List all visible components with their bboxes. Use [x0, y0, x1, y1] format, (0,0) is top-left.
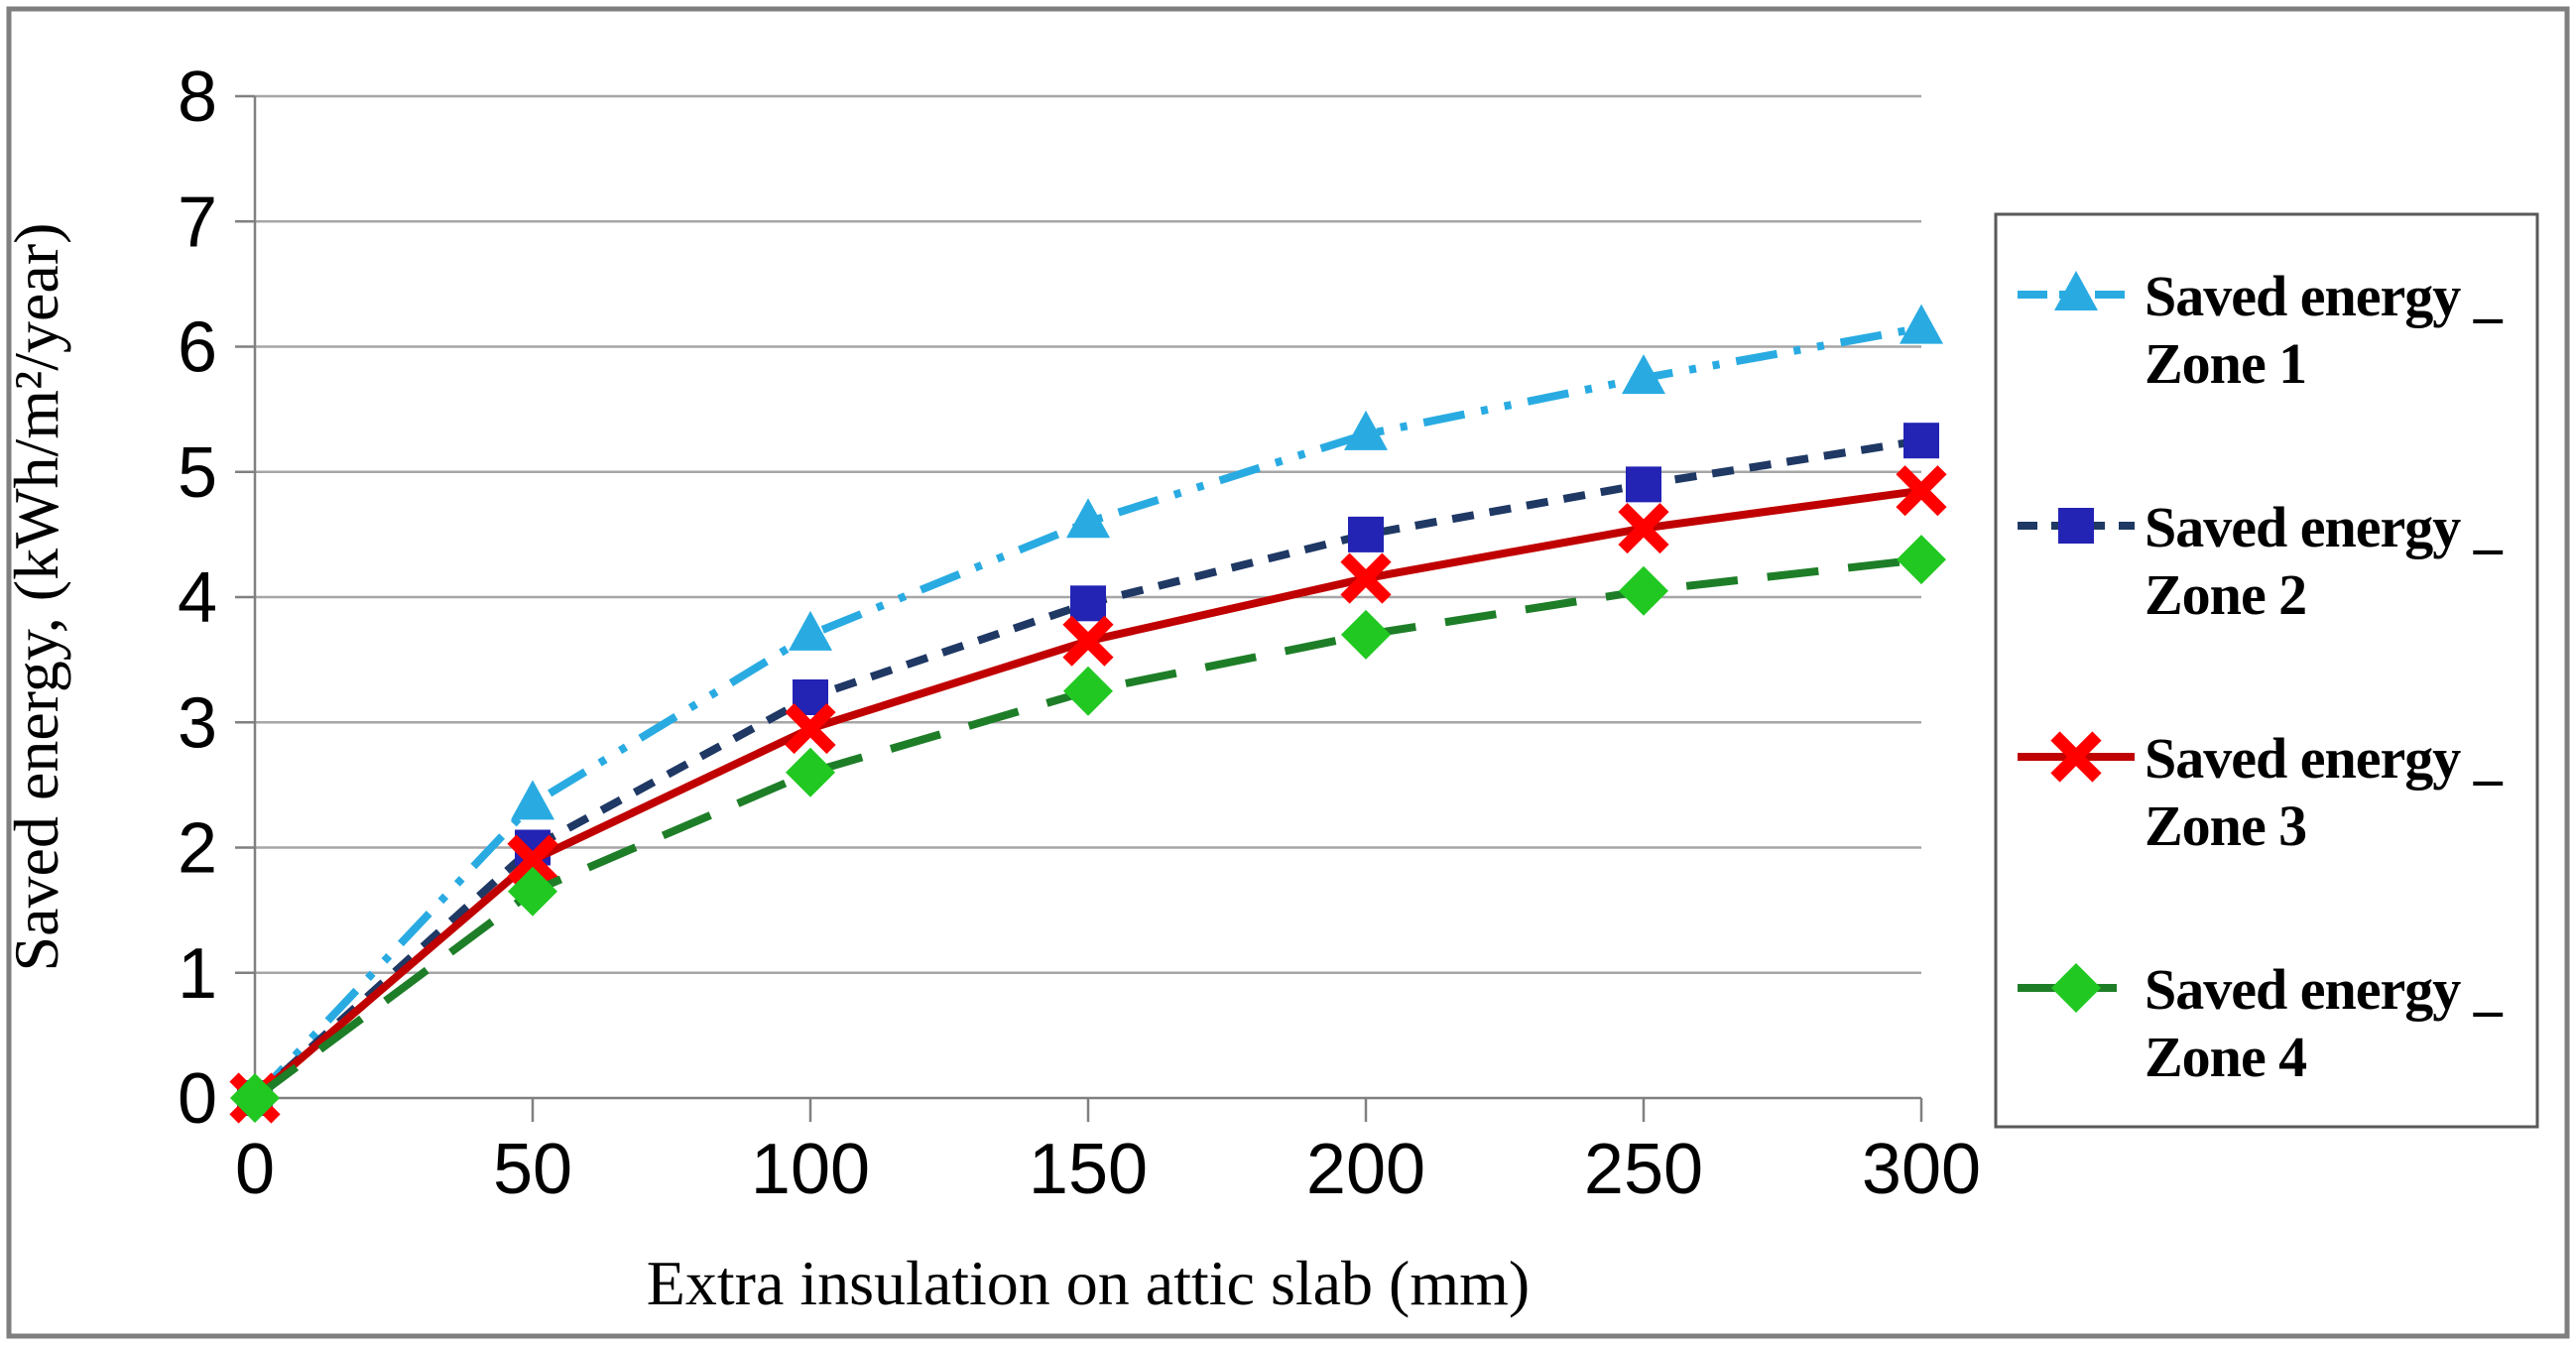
- x-cross-marker-zone-3-x50: [507, 834, 558, 886]
- triangle-up-marker-zone-1-x100: [789, 610, 832, 651]
- legend-entry-zone-1: Saved energy _Zone 1: [2018, 264, 2505, 396]
- x-tick-label-250: 250: [1584, 1130, 1703, 1209]
- triangle-up-marker-zone-1-x300: [1900, 304, 1943, 344]
- triangle-up-marker-legend-zone-1: [2054, 271, 2098, 310]
- x-cross-marker-zone-3-x200: [1340, 552, 1392, 604]
- y-tick-label-1: 1: [178, 934, 217, 1014]
- triangle-up-marker-zone-1-x50: [511, 780, 554, 820]
- diamond-marker-zone-4-x100: [786, 747, 835, 797]
- diamond-marker-zone-4-x150: [1063, 666, 1113, 716]
- diamond-marker-zone-4-x300: [1897, 535, 1946, 585]
- legend-entry-zone-3: Saved energy _Zone 3: [2018, 726, 2505, 858]
- legend-label-zone-3-line2: Zone 3: [2145, 794, 2306, 858]
- series-markers-zone-4: [230, 535, 1946, 1123]
- x-cross-marker-legend-zone-3: [2050, 731, 2102, 783]
- series-zone-3: [229, 465, 1947, 1124]
- y-tick-label-4: 4: [178, 558, 217, 638]
- legend-label-zone-2-line1: Saved energy _: [2145, 495, 2504, 559]
- x-tick-label-0: 0: [235, 1130, 275, 1209]
- legend-label-zone-4-line1: Saved energy _: [2145, 957, 2504, 1022]
- legend-entry-zone-4: Saved energy _Zone 4: [2018, 957, 2505, 1089]
- legend-label-zone-1-line2: Zone 1: [2145, 331, 2306, 396]
- legend-label-zone-2-line2: Zone 2: [2145, 562, 2306, 627]
- y-tick-label-3: 3: [178, 683, 217, 763]
- square-marker-zone-2-x150: [1070, 585, 1106, 622]
- y-tick-label-5: 5: [178, 433, 217, 513]
- y-tick-label-8: 8: [178, 58, 217, 137]
- y-tick-label-6: 6: [178, 308, 217, 388]
- x-cross-marker-zone-3-x100: [785, 702, 836, 755]
- y-tick-label-7: 7: [178, 183, 217, 262]
- y-axis-title: Saved energy, (kWh/m²/year): [1, 223, 71, 972]
- x-cross-marker-zone-3-x150: [1062, 615, 1114, 667]
- y-tick-label-0: 0: [178, 1059, 217, 1139]
- square-marker-legend-zone-2: [2058, 508, 2094, 544]
- diamond-marker-zone-4-x0: [230, 1073, 280, 1123]
- diamond-marker-zone-4-x250: [1619, 565, 1668, 616]
- tick-labels: 0 1 2 3 4 5 6 7 8 0 50 100 150 200 250 300: [178, 58, 1981, 1209]
- diamond-marker-zone-4-x50: [508, 866, 557, 917]
- x-tick-label-200: 200: [1306, 1130, 1425, 1209]
- square-marker-zone-2-x250: [1626, 466, 1661, 503]
- x-tick-label-300: 300: [1862, 1130, 1981, 1209]
- triangle-up-marker-zone-1-x200: [1344, 410, 1388, 450]
- y-tick-label-2: 2: [178, 809, 217, 889]
- axis-ticks: [235, 94, 1923, 1122]
- diamond-marker-legend-zone-4: [2051, 963, 2101, 1013]
- triangle-up-marker-zone-1-x250: [1622, 354, 1665, 395]
- diamond-marker-zone-4-x200: [1341, 609, 1391, 660]
- series-markers-zone-3: [229, 465, 1947, 1124]
- legend-entry-zone-2: Saved energy _Zone 2: [2018, 495, 2505, 627]
- x-cross-marker-zone-3-x250: [1618, 502, 1669, 554]
- square-marker-zone-2-x200: [1348, 516, 1384, 552]
- square-marker-zone-2-x300: [1903, 423, 1939, 459]
- legend-label-zone-4-line2: Zone 4: [2145, 1025, 2306, 1089]
- series-zone-4: [230, 535, 1946, 1123]
- x-tick-label-100: 100: [751, 1130, 870, 1209]
- legend-label-zone-3-line1: Saved energy _: [2145, 726, 2504, 791]
- x-cross-marker-zone-3-x300: [1896, 465, 1947, 517]
- legend-label-zone-1-line1: Saved energy _: [2145, 264, 2504, 328]
- triangle-up-marker-zone-1-x150: [1066, 498, 1110, 539]
- x-axis-title: Extra insulation on attic slab (mm): [647, 1248, 1530, 1318]
- x-tick-label-150: 150: [1029, 1130, 1148, 1209]
- figure-border: [6, 6, 2570, 1339]
- x-tick-label-50: 50: [493, 1130, 572, 1209]
